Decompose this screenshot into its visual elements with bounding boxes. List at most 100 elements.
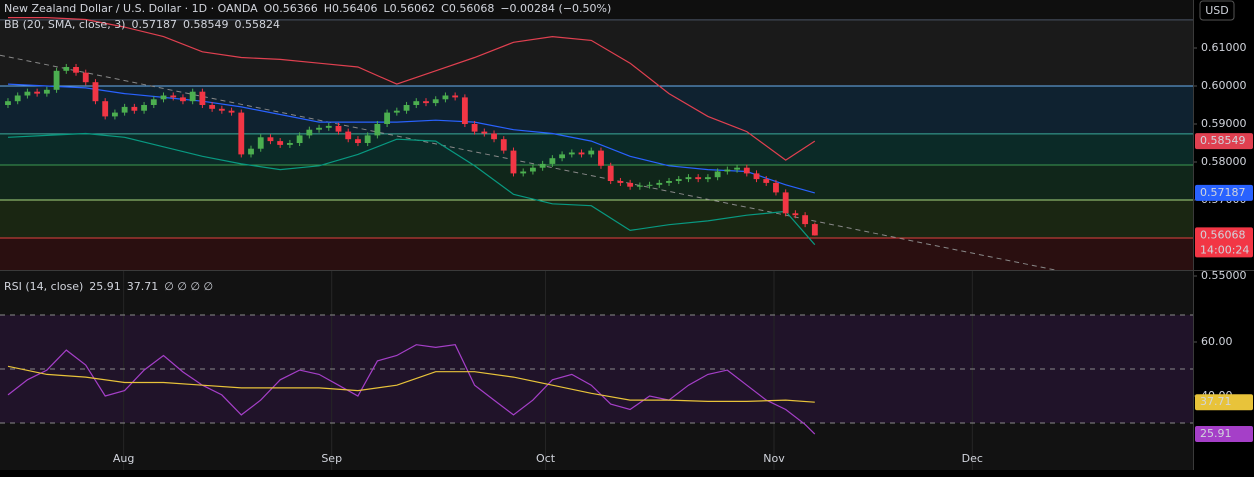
candle-body [92, 82, 99, 102]
candle-body [500, 139, 507, 151]
trendline [0, 54, 1058, 270]
candle-body [549, 158, 556, 164]
candle-body [627, 182, 634, 187]
currency-box[interactable] [1199, 0, 1235, 21]
y-tick-label: 0.60000 [1201, 79, 1247, 92]
candle-body [782, 192, 789, 214]
level-zone [0, 238, 1193, 270]
candle-body [345, 131, 352, 140]
ohlc-value: C0.56068 [441, 2, 494, 15]
indicator-line [7, 344, 816, 435]
candle-body [335, 125, 342, 132]
price-badge [1195, 426, 1253, 443]
candle-body [481, 131, 488, 134]
price-badge [1195, 184, 1253, 201]
candle-body [792, 213, 799, 216]
candle-body [257, 137, 264, 149]
candle-body [753, 173, 760, 180]
candle-body [734, 167, 740, 170]
candle-body [539, 163, 546, 168]
candle-body [568, 152, 575, 155]
candle-body [199, 91, 206, 105]
candle-body [228, 110, 235, 113]
candle-body [325, 125, 332, 128]
x-tick-label: Nov [763, 452, 785, 465]
candle-body [471, 123, 478, 132]
indicator-value: 0.57187 [131, 18, 177, 31]
candle-body [491, 133, 497, 140]
candle-body [636, 185, 643, 187]
ohlc-value: H0.56406 [324, 2, 378, 15]
candle-body [423, 101, 429, 104]
candle-body [14, 95, 21, 102]
y-tick-label: 0.59000 [1201, 117, 1247, 130]
indicator-value: 37.71 [127, 280, 159, 293]
candle-body [588, 150, 595, 155]
x-tick-label: Aug [113, 452, 134, 465]
x-tick-label: Dec [962, 452, 983, 465]
candle-body [296, 135, 303, 143]
level-zone [0, 200, 1193, 239]
candle-body [141, 104, 147, 111]
price-badge-label: 25.91 [1200, 427, 1232, 440]
countdown: 14:00:24 [1200, 243, 1249, 256]
candle-body [714, 171, 721, 178]
candle-body [316, 127, 322, 130]
bottom-strip [0, 470, 1254, 477]
indicator-line [7, 83, 815, 194]
candle-body [286, 142, 293, 145]
candle-body [646, 184, 653, 186]
price-badge [1195, 133, 1253, 150]
candle-body [811, 224, 818, 236]
indicator-label: RSI (14, close) [4, 280, 83, 293]
candle-body [530, 167, 536, 172]
candle-body [442, 95, 449, 100]
candle-body [461, 97, 468, 124]
candle-body [743, 167, 750, 174]
y-tick-label: 0.58000 [1201, 155, 1247, 168]
ohlc-value: O0.56366 [264, 2, 318, 15]
candle-body [413, 101, 420, 105]
level-zone [0, 133, 1193, 166]
candle-body [695, 177, 702, 180]
candle-body [452, 95, 459, 98]
ohlc-value: −0.00284 (−0.50%) [500, 2, 611, 15]
candle-body [63, 66, 70, 71]
candle-body [559, 154, 566, 159]
candle-body [24, 91, 31, 96]
candle-body [277, 141, 284, 145]
candle-body [267, 137, 274, 142]
candle-body [773, 182, 779, 193]
candle-body [364, 135, 371, 143]
y-tick-label: 60.00 [1201, 335, 1233, 348]
x-tick-label: Sep [321, 452, 342, 465]
candle-body [73, 66, 79, 73]
candle-body [238, 112, 245, 155]
price-badge-label: 0.56068 [1200, 228, 1246, 241]
indicator-value: 25.91 [89, 280, 121, 293]
price-badge-label: 37.71 [1200, 395, 1232, 408]
candle-body [180, 97, 186, 102]
candle-body [209, 104, 216, 109]
indicator-line [7, 365, 815, 403]
candle-body [510, 150, 517, 174]
candle-body [520, 171, 527, 174]
ohlc-value: L0.56062 [384, 2, 436, 15]
candle-body [802, 215, 809, 225]
candle-body [53, 70, 60, 90]
candle-body [675, 179, 682, 182]
indicator-value: 0.55824 [234, 18, 280, 31]
candle-body [150, 99, 157, 105]
currency[interactable]: USD [1205, 4, 1229, 17]
candle-body [170, 95, 177, 98]
price-pane [0, 17, 1193, 270]
indicator-extra: ∅ ∅ ∅ ∅ [164, 280, 213, 293]
candle-body [598, 150, 604, 166]
level-zone [0, 165, 1193, 201]
indicator-label: BB (20, SMA, close, 3) [4, 18, 125, 31]
rsi-pane [0, 271, 1193, 470]
indicator-line [7, 132, 816, 246]
overlay: 0.610000.600000.590000.580000.570000.550… [4, 2, 1253, 465]
